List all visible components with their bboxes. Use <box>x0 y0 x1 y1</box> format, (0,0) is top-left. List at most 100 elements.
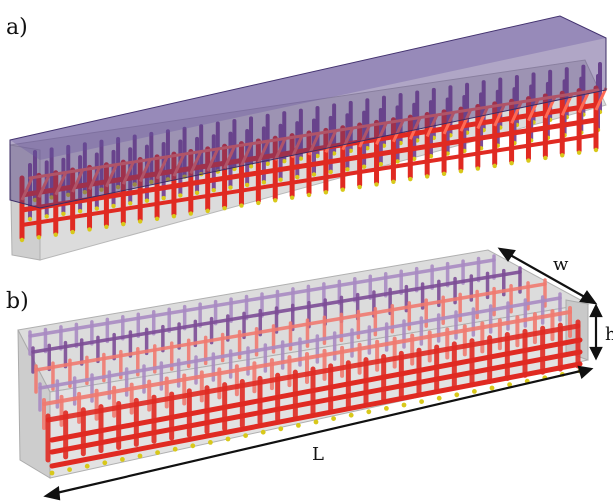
lattice-tip <box>289 195 295 200</box>
lattice-rung <box>358 124 372 148</box>
lattice-tip <box>121 221 126 227</box>
lattice-rung <box>206 148 220 172</box>
lattice-rail <box>19 102 599 198</box>
lattice-rung <box>172 153 186 177</box>
lattice-tip <box>475 166 481 171</box>
lattice-tip <box>296 423 301 428</box>
lattice-rung <box>392 119 405 143</box>
lattice-tip <box>128 201 133 206</box>
lattice-tip <box>248 164 254 169</box>
lattice-tip <box>256 200 261 206</box>
lattice-rung <box>54 172 68 196</box>
lattice-tip <box>222 206 227 211</box>
lattice-rung <box>223 145 236 169</box>
lattice-tip <box>424 174 430 179</box>
panel-b: b) w h L <box>6 247 613 501</box>
lattice-tip <box>348 412 354 418</box>
lattice-rung <box>189 150 203 175</box>
lattice-tip <box>331 416 336 421</box>
panel-b-label: b) <box>6 289 29 314</box>
lattice-tip <box>172 446 178 452</box>
lattice-tip <box>357 184 362 190</box>
lattice-tip <box>593 147 599 153</box>
lattice-tip <box>361 164 367 169</box>
lattice-rung <box>121 161 135 185</box>
lattice-tip <box>104 224 109 229</box>
lattice-tip <box>489 385 495 391</box>
lattice-rung <box>290 135 304 159</box>
lattice-tip <box>384 406 389 411</box>
lattice-tip <box>315 153 320 159</box>
panel-a-label: a) <box>6 15 28 40</box>
lattice-rung <box>375 121 388 146</box>
lattice-tip <box>115 184 121 190</box>
lattice-tip <box>171 213 177 219</box>
lattice-tip <box>323 190 329 195</box>
lattice-tip <box>228 185 233 190</box>
lattice-rung <box>543 95 557 119</box>
lattice-tip <box>82 190 88 195</box>
lattice-tip <box>454 392 460 398</box>
panel-b-beams <box>28 254 583 476</box>
lattice-tip <box>208 440 213 445</box>
lattice-rung <box>459 108 473 132</box>
lattice-tip <box>178 193 183 198</box>
panel-a: a) <box>6 15 608 261</box>
lattice-tip <box>348 148 353 154</box>
lattice-tip <box>295 174 300 180</box>
lattice-tip <box>345 167 350 172</box>
lattice-tip <box>378 161 384 167</box>
lattice-bottom-rail <box>49 349 583 455</box>
lattice-tip <box>428 153 434 159</box>
lattice-tip <box>165 177 171 182</box>
lattice-tip <box>260 429 266 435</box>
lattice-tip <box>225 436 231 442</box>
lattice-bottom-rail <box>49 361 583 469</box>
lattice-rung <box>594 87 608 111</box>
lattice-tip <box>120 457 125 462</box>
lattice-tip <box>94 206 100 211</box>
lattice-tip <box>458 168 464 174</box>
dimension-L-arrow <box>43 365 594 501</box>
lattice-tip <box>144 198 150 203</box>
panel-a-purple-cap-top <box>10 16 606 160</box>
lattice-tip <box>509 161 514 166</box>
lattice-rung <box>71 169 85 193</box>
lattice-bottom-rail <box>49 337 583 443</box>
lattice-rung <box>105 164 118 188</box>
lattice-tip <box>244 182 250 188</box>
lattice-tip <box>67 467 72 472</box>
lattice-tip <box>161 195 166 201</box>
lattice-tip <box>190 443 196 449</box>
lattice-tip <box>560 153 565 158</box>
dimension-L-label: L <box>312 444 324 465</box>
lattice-tip <box>419 399 424 404</box>
lattice-rail <box>20 133 598 227</box>
panel-a-slab-end <box>9 144 41 261</box>
lattice-tip <box>436 395 442 401</box>
lattice-tip <box>412 156 417 161</box>
lattice-tip <box>66 192 71 198</box>
lattice-tip <box>243 433 249 438</box>
lattice-tip <box>340 187 345 192</box>
lattice-tip <box>70 229 75 235</box>
panel-b-slab-end <box>17 329 51 479</box>
lattice-tip <box>61 211 66 216</box>
lattice-tip <box>381 143 387 148</box>
lattice-rung <box>527 97 540 122</box>
lattice-tip <box>99 187 104 192</box>
lattice-tip <box>87 227 92 232</box>
lattice-rung <box>324 129 338 153</box>
lattice-tip <box>44 214 49 219</box>
lattice-tip <box>374 182 379 187</box>
lattice-rung <box>155 156 169 180</box>
lattice-tip <box>298 156 304 161</box>
lattice-tip <box>441 171 447 177</box>
lattice-rung <box>341 127 355 151</box>
lattice-tip <box>27 216 33 222</box>
lattice-tip <box>543 155 548 161</box>
lattice-tip <box>205 208 210 214</box>
lattice-rung <box>476 105 490 130</box>
lattice-tip <box>102 460 108 466</box>
